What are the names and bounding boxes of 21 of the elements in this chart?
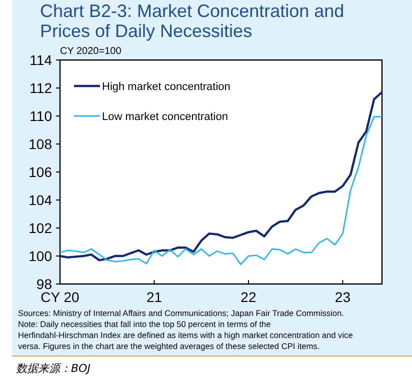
- y-tick-label: 98: [36, 276, 52, 292]
- legend-label: High market concentration: [102, 81, 230, 93]
- y-tick-label: 102: [28, 220, 52, 236]
- y-tick-label: 112: [30, 80, 52, 96]
- y-tick-label: 106: [28, 164, 52, 180]
- x-tick-label: 21: [146, 289, 162, 305]
- source-note: Sources: Ministry of Internal Affairs and Communications; Japan Fair Trade Commission.: [18, 308, 344, 318]
- y-tick-label: 100: [28, 248, 52, 264]
- y-tick-label: 104: [28, 192, 52, 208]
- chart-title: Chart B2-3: Market Concentration and Prices of Daily Necessities: [40, 1, 344, 41]
- x-tick-label: 22: [240, 289, 256, 305]
- x-tick-label: CY 20: [40, 289, 80, 305]
- legend-label: Low market concentration: [102, 111, 228, 123]
- source-note: 数据来源：BOJ: [16, 362, 90, 375]
- y-tick-label: 114: [30, 52, 52, 68]
- text: Note: Daily necessities that fall into the top 50 percent in terms of the Herfindahl-Hirschman Index are defined as items with a high market concentration and vice versa. Figures in the chart are the weighted averages of these selected CPI items.: [18, 319, 354, 351]
- line-series: [58, 91, 384, 262]
- y-axis-title: CY 2020=100: [60, 46, 122, 57]
- y-tick-label: 110: [30, 108, 52, 124]
- x-tick-label: 23: [334, 289, 351, 305]
- y-tick-label: 108: [28, 136, 52, 152]
